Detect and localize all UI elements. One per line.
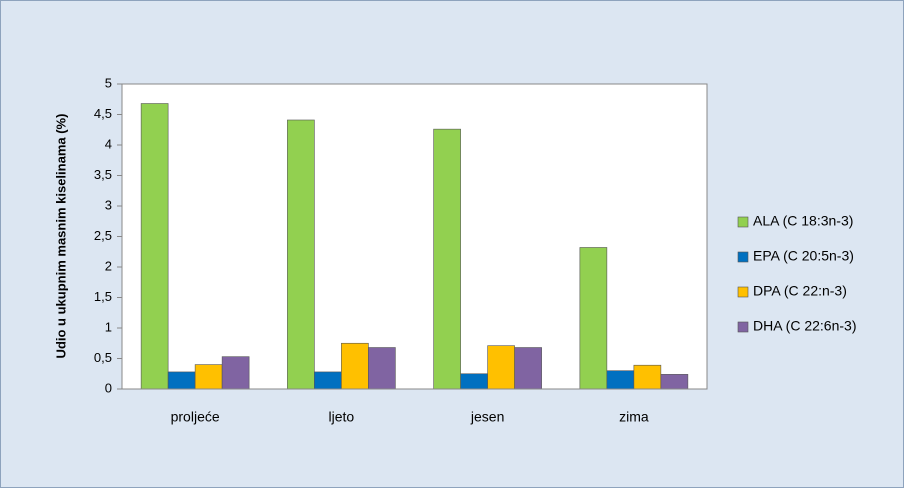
- y-tick-label: 1: [105, 319, 112, 334]
- x-tick-label: ljeto: [329, 409, 355, 425]
- y-axis-label: Udio u ukupnim masnim kiselinama (%): [53, 114, 68, 359]
- bar: [460, 373, 488, 390]
- bar: [606, 370, 635, 390]
- bar: [221, 356, 250, 390]
- bar: [314, 371, 342, 390]
- legend-swatch: [737, 251, 749, 263]
- bar: [487, 345, 515, 390]
- y-tick-label: 0,5: [94, 350, 112, 365]
- y-tick-label: 2: [105, 258, 112, 273]
- legend-swatch: [737, 286, 749, 298]
- bar: [140, 103, 169, 390]
- bar: [660, 374, 689, 390]
- legend-label: ALA (C 18:3n-3): [753, 213, 853, 229]
- x-tick-label: jesen: [470, 409, 504, 425]
- legend-label: EPA (C 20:5n-3): [753, 248, 854, 264]
- y-tick-label: 1,5: [94, 289, 112, 304]
- y-tick-label: 2,5: [94, 228, 112, 243]
- bar: [341, 342, 369, 390]
- bar: [194, 364, 223, 390]
- bar: [368, 347, 396, 390]
- y-tick-label: 3,5: [94, 167, 112, 182]
- bar: [433, 128, 461, 390]
- bar: [579, 247, 608, 390]
- y-tick-label: 5: [105, 75, 112, 90]
- y-tick-label: 0: [105, 380, 112, 395]
- y-tick-label: 4: [105, 136, 112, 151]
- bar: [633, 364, 662, 390]
- legend-swatch: [737, 216, 749, 228]
- y-tick-label: 3: [105, 197, 112, 212]
- legend-label: DPA (C 22:n-3): [753, 283, 847, 299]
- legend-swatch: [737, 321, 749, 333]
- legend-label: DHA (C 22:6n-3): [753, 318, 856, 334]
- x-tick-label: proljeće: [171, 409, 220, 425]
- y-tick-label: 4,5: [94, 106, 112, 121]
- bar: [287, 119, 315, 390]
- x-tick-label: zima: [619, 409, 649, 425]
- plot-area: [121, 83, 708, 390]
- bar: [167, 371, 196, 390]
- bar: [514, 347, 542, 390]
